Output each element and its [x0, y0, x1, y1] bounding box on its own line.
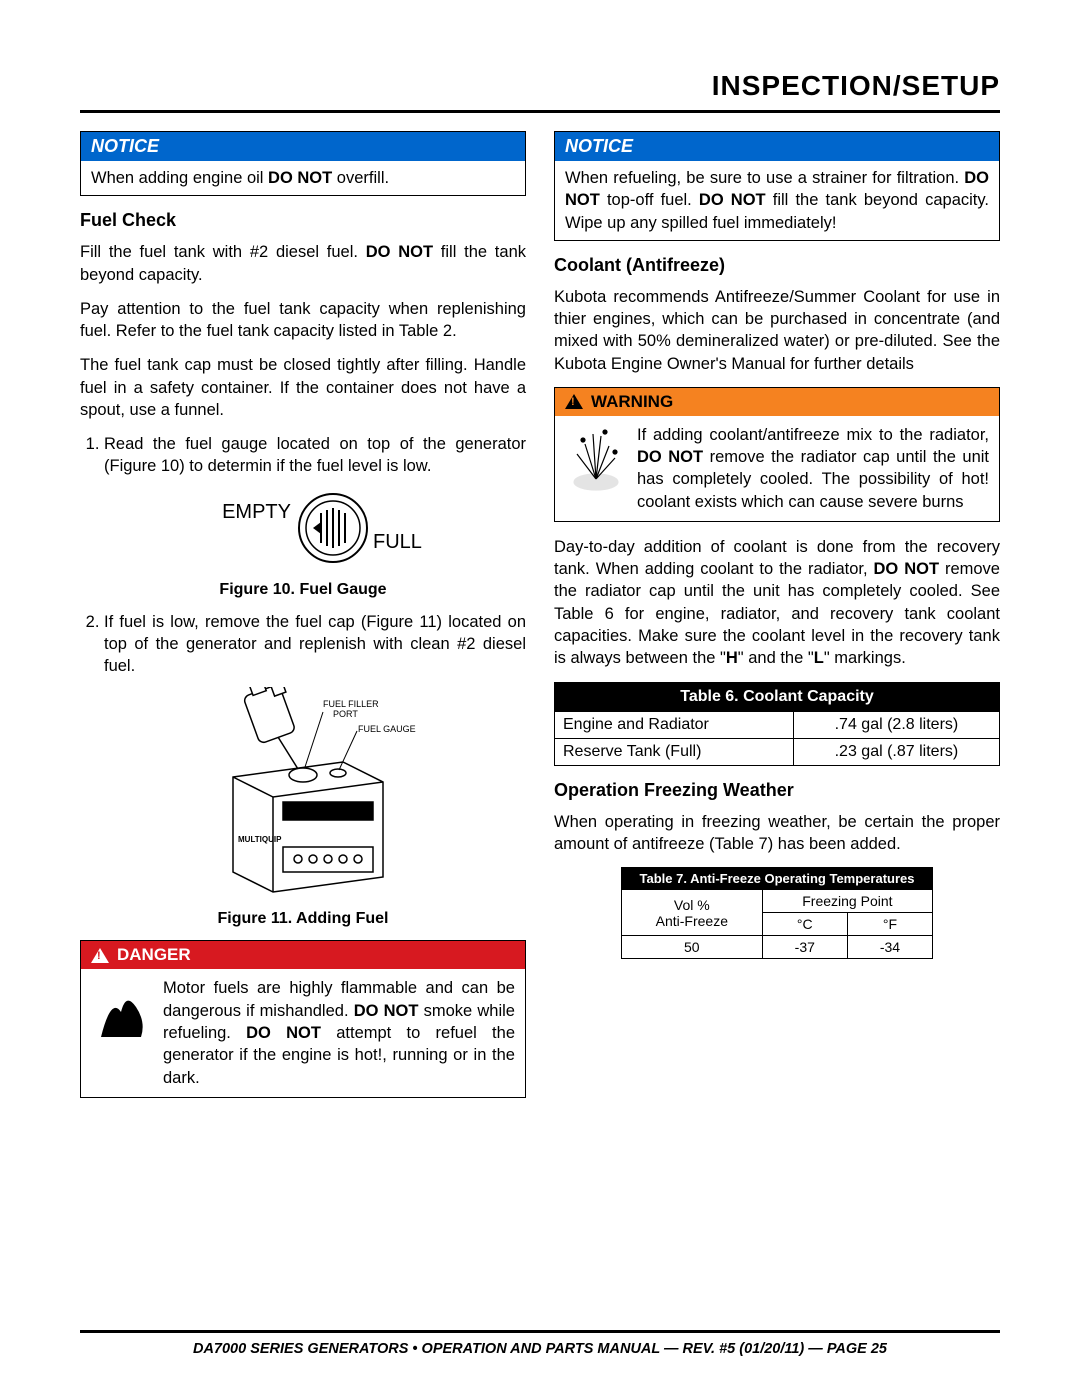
heading-fuel-check: Fuel Check	[80, 210, 526, 231]
t: Fill the fuel tank with #2 diesel fuel.	[80, 243, 366, 261]
t: Vol %	[674, 897, 710, 913]
t: H	[726, 649, 738, 667]
notice-label: NOTICE	[555, 132, 999, 161]
fuel-p1: Fill the fuel tank with #2 diesel fuel. …	[80, 241, 526, 286]
cell: 50	[621, 936, 762, 959]
warning-box: WARNING If adding coolant/antifreeze mix…	[554, 387, 1000, 522]
page-footer: DA7000 SERIES GENERATORS • OPERATION AND…	[80, 1330, 1000, 1357]
warning-body: If adding coolant/antifreeze mix to the …	[555, 416, 999, 521]
splash-icon	[565, 424, 627, 513]
cell: .23 gal (.87 liters)	[793, 738, 999, 765]
cell: .74 gal (2.8 liters)	[793, 711, 999, 738]
t: When refueling, be sure to use a straine…	[565, 169, 964, 187]
figure-10: EMPTY FULL	[80, 488, 526, 573]
table-7: Table 7. Anti-Freeze Operating Temperatu…	[621, 867, 933, 959]
fuel-steps-2: If fuel is low, remove the fuel cap (Fig…	[80, 611, 526, 678]
notice-oil: NOTICE When adding engine oil DO NOT ove…	[80, 131, 526, 196]
warning-header: WARNING	[555, 388, 999, 416]
t: " markings.	[824, 649, 906, 667]
cell: °F	[847, 913, 932, 936]
notice-label: NOTICE	[81, 132, 525, 161]
cell: Vol % Anti-Freeze	[621, 890, 762, 936]
t: top-off fuel.	[600, 191, 699, 209]
table-row: Reserve Tank (Full) .23 gal (.87 liters)	[555, 738, 1000, 765]
t: " and the "	[738, 649, 814, 667]
warning-triangle-icon	[565, 394, 583, 409]
table-6: Table 6. Coolant Capacity Engine and Rad…	[554, 682, 1000, 766]
t: DO NOT	[874, 560, 940, 578]
table-6-title: Table 6. Coolant Capacity	[555, 682, 1000, 711]
notice-body: When adding engine oil DO NOT overfill.	[81, 161, 525, 195]
warning-label: WARNING	[591, 392, 673, 412]
label-filler-port: FUEL FILLER	[323, 699, 379, 709]
fuel-p2: Pay attention to the fuel tank capacity …	[80, 298, 526, 343]
page-title: INSPECTION/SETUP	[80, 70, 1000, 113]
notice-refuel: NOTICE When refueling, be sure to use a …	[554, 131, 1000, 241]
cell: -34	[847, 936, 932, 959]
t: When adding engine oil	[91, 169, 268, 187]
warning-triangle-icon	[91, 948, 109, 963]
fuel-step-2: If fuel is low, remove the fuel cap (Fig…	[104, 611, 526, 678]
danger-box: DANGER Motor fuels are highly flammable …	[80, 940, 526, 1097]
cell: -37	[762, 936, 847, 959]
fuel-step-1: Read the fuel gauge located on top of th…	[104, 433, 526, 478]
label-brand: MULTIQUIP	[238, 835, 282, 844]
heading-coolant: Coolant (Antifreeze)	[554, 255, 1000, 276]
table-7-title: Table 7. Anti-Freeze Operating Temperatu…	[621, 868, 932, 890]
danger-label: DANGER	[117, 945, 191, 965]
svg-text:PORT: PORT	[333, 709, 358, 719]
t: overfill.	[332, 169, 389, 187]
danger-header: DANGER	[81, 941, 525, 969]
t: DO NOT	[246, 1024, 321, 1042]
flame-icon	[91, 977, 153, 1088]
danger-body: Motor fuels are highly flammable and can…	[81, 969, 525, 1096]
fuel-p3: The fuel tank cap must be closed tightly…	[80, 354, 526, 421]
t: DO NOT	[699, 191, 766, 209]
t: DO NOT	[354, 1002, 419, 1020]
fuel-gauge-icon: EMPTY FULL	[173, 488, 433, 568]
content-columns: NOTICE When adding engine oil DO NOT ove…	[80, 131, 1000, 1112]
coolant-p2: Day-to-day addition of coolant is done f…	[554, 536, 1000, 670]
t: DO NOT	[637, 448, 703, 466]
heading-freezing: Operation Freezing Weather	[554, 780, 1000, 801]
table-row: Engine and Radiator .74 gal (2.8 liters)	[555, 711, 1000, 738]
cell: °C	[762, 913, 847, 936]
t: Anti-Freeze	[656, 913, 728, 929]
t: L	[814, 649, 824, 667]
left-column: NOTICE When adding engine oil DO NOT ove…	[80, 131, 526, 1112]
t: DO NOT	[268, 169, 332, 187]
label-empty: EMPTY	[222, 501, 291, 523]
cell: Reserve Tank (Full)	[555, 738, 794, 765]
generator-icon: FUEL FILLER PORT FUEL GAUGE MULTIQUIP	[183, 687, 423, 897]
notice-body: When refueling, be sure to use a straine…	[555, 161, 999, 240]
right-column: NOTICE When refueling, be sure to use a …	[554, 131, 1000, 1112]
table-row: 50 -37 -34	[621, 936, 932, 959]
fuel-steps: Read the fuel gauge located on top of th…	[80, 433, 526, 478]
figure-11-caption: Figure 11. Adding Fuel	[80, 910, 526, 928]
label-full: FULL	[373, 531, 422, 553]
figure-10-caption: Figure 10. Fuel Gauge	[80, 581, 526, 599]
figure-11: FUEL FILLER PORT FUEL GAUGE MULTIQUIP	[80, 687, 526, 902]
label-fuel-gauge: FUEL GAUGE	[358, 724, 416, 734]
cell: Engine and Radiator	[555, 711, 794, 738]
cell: Freezing Point	[762, 890, 932, 913]
freezing-p1: When operating in freezing weather, be c…	[554, 811, 1000, 856]
t: If adding coolant/antifreeze mix to the …	[637, 426, 989, 444]
t: DO NOT	[366, 243, 433, 261]
coolant-p1: Kubota recommends Antifreeze/Summer Cool…	[554, 286, 1000, 375]
